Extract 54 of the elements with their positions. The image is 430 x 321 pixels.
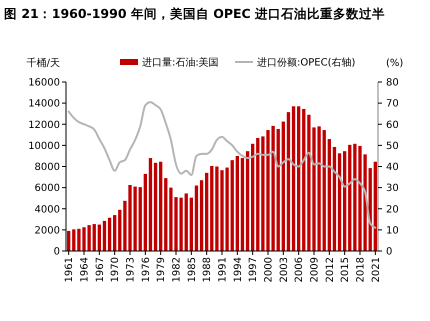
x-tick-label: 2009	[309, 257, 320, 282]
line-series	[68, 101, 376, 229]
bar	[194, 186, 198, 251]
x-tick-label: 2021	[370, 257, 382, 282]
x-tick-label: 1997	[248, 257, 260, 282]
x-tick-label: 1976	[140, 257, 152, 282]
y2-axis-title: (%)	[386, 58, 404, 69]
x-tick-label: 2012	[324, 257, 336, 282]
y2-tick-label: 30	[386, 183, 399, 194]
x-tick-label: 1973	[126, 257, 137, 282]
bar	[240, 158, 244, 251]
legend-label: 进口量:石油:美国	[142, 56, 219, 68]
x-tick-label: 1967	[94, 257, 106, 282]
y2-tick-label: 10	[386, 225, 399, 236]
bar	[174, 197, 178, 251]
y-tick-label: 12000	[28, 120, 60, 131]
x-tick-label: 2003	[278, 257, 290, 282]
y2-tick-label: 70	[386, 98, 399, 110]
y-tick-label: 2000	[34, 225, 60, 236]
x-tick-label: 1961	[64, 257, 76, 282]
x-tick-label: 1991	[218, 257, 228, 282]
y2-tick-label: 50	[386, 140, 399, 152]
bar	[128, 184, 132, 251]
x-tick-label: 1970	[110, 257, 122, 282]
y-tick-label: 16000	[28, 78, 60, 88]
y-tick-label: 8000	[34, 162, 60, 173]
x-tick-label: 1979	[156, 257, 168, 282]
y-tick-label: 14000	[28, 98, 60, 110]
y2-tick-label: 60	[386, 120, 399, 131]
y2-tick-label: 0	[386, 246, 392, 258]
y-tick-label: 6000	[34, 183, 60, 194]
x-tick-label: 1994	[232, 257, 244, 282]
bar	[108, 218, 112, 251]
bar	[148, 158, 152, 251]
x-tick-label: 2000	[263, 257, 274, 282]
x-tick-label: 2006	[294, 257, 306, 282]
y-axis-title: 千桶/天	[26, 57, 60, 69]
x-tick-label: 1982	[172, 257, 183, 282]
y2-tick-label: 40	[386, 162, 399, 173]
x-tick-label: 1964	[80, 257, 91, 282]
x-tick-label: 1985	[186, 257, 198, 282]
x-tick-label: 2018	[355, 257, 366, 282]
bar	[154, 162, 158, 251]
chart-title: 图 21：1960-1990 年间，美国自 OPEC 进口石油比重多数过半	[4, 6, 386, 21]
bar	[220, 170, 224, 251]
y2-tick-label: 20	[386, 204, 399, 216]
y-tick-label: 0	[54, 246, 60, 258]
y2-tick-label: 80	[386, 78, 399, 88]
x-tick-label: 1988	[202, 257, 214, 282]
legend-label: 进口份额:OPEC(右轴)	[257, 56, 356, 68]
y-tick-label: 10000	[28, 140, 60, 152]
x-tick-label: 2015	[340, 257, 352, 282]
bar	[200, 180, 204, 251]
y-tick-label: 4000	[34, 204, 60, 216]
